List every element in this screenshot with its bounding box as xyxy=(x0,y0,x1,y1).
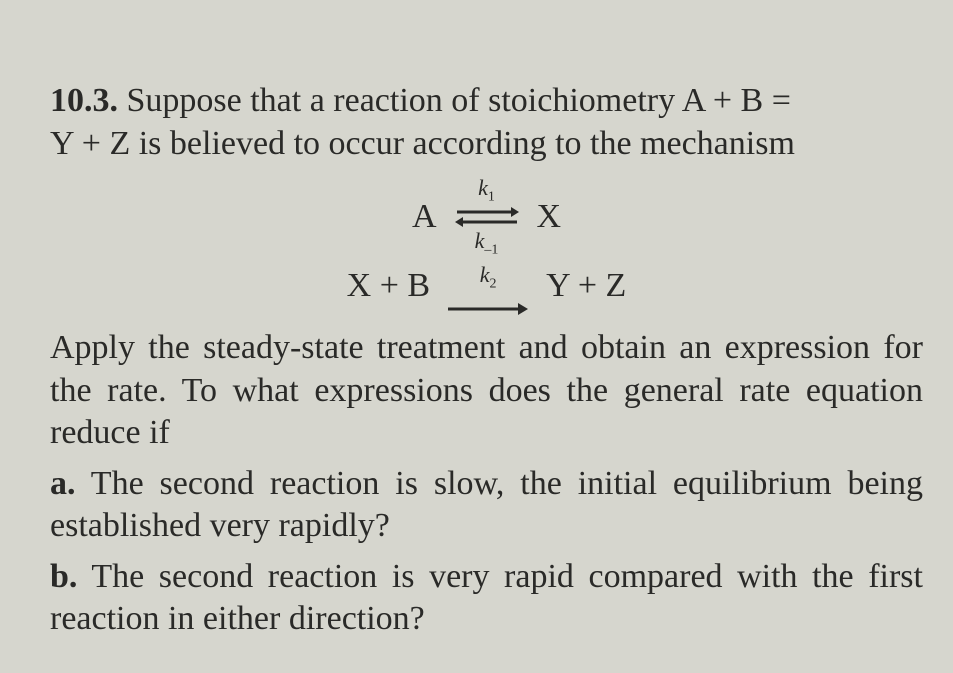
k2-label: k2 xyxy=(480,264,497,291)
intro-line-1: Suppose that a reaction of stoichiometry… xyxy=(127,82,791,119)
problem-intro: 10.3. Suppose that a reaction of stoichi… xyxy=(50,80,923,165)
k1-sub: 1 xyxy=(488,189,495,204)
k-1-base: k xyxy=(475,228,485,253)
part-a: a. The second reaction is slow, the init… xyxy=(50,463,923,548)
mechanism-step-1: A k1 k–1 X xyxy=(50,177,923,258)
forward-arrow-icon xyxy=(448,291,528,309)
part-b-text: The second reaction is very rapid compar… xyxy=(50,558,923,638)
part-a-text: The second reaction is slow, the initial… xyxy=(50,465,923,545)
forward-arrow-stack: k2 xyxy=(448,264,528,309)
part-a-label: a. xyxy=(50,465,76,502)
step1-left: A xyxy=(412,198,437,236)
part-b: b. The second reaction is very rapid com… xyxy=(50,556,923,641)
mechanism-block: A k1 k–1 X X + xyxy=(50,177,923,309)
page: 10.3. Suppose that a reaction of stoichi… xyxy=(0,0,953,673)
step2-right: Y + Z xyxy=(546,267,626,305)
step2-left: X + B xyxy=(347,267,430,305)
equilibrium-arrows-icon xyxy=(455,204,519,230)
k-minus-1-label: k–1 xyxy=(475,230,499,257)
k1-label: k1 xyxy=(478,177,495,204)
k-1-sub: –1 xyxy=(484,243,498,258)
problem-number: 10.3. xyxy=(50,82,118,119)
question-body: Apply the steady-state treatment and obt… xyxy=(50,327,923,455)
k2-sub: 2 xyxy=(489,276,496,291)
intro-line-2: Y + Z is believed to occur according to … xyxy=(50,125,795,162)
equilibrium-arrow-stack: k1 k–1 xyxy=(455,177,519,258)
step1-right: X xyxy=(537,198,562,236)
mechanism-step-2: X + B k2 Y + Z xyxy=(50,264,923,309)
part-b-label: b. xyxy=(50,558,77,595)
k1-base: k xyxy=(478,175,488,200)
k2-base: k xyxy=(480,262,490,287)
